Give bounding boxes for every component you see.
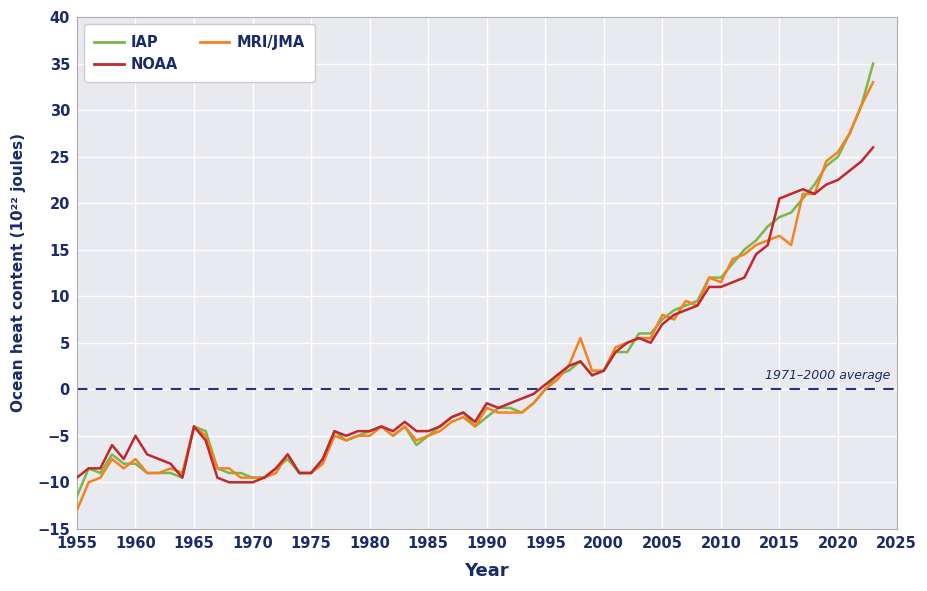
NOAA: [71, 474, 83, 481]
IAP: [867, 60, 878, 67]
Text: 1971–2000 average: 1971–2000 average: [765, 369, 890, 382]
IAP: [223, 469, 235, 476]
Legend: IAP, NOAA, MRI/JMA: IAP, NOAA, MRI/JMA: [84, 24, 314, 82]
NOAA: [130, 432, 141, 439]
MRI/JMA: [71, 506, 83, 514]
MRI/JMA: [340, 437, 351, 444]
Line: NOAA: NOAA: [77, 147, 872, 482]
NOAA: [867, 144, 878, 151]
IAP: [340, 437, 351, 444]
IAP: [176, 474, 187, 481]
MRI/JMA: [176, 469, 187, 476]
IAP: [71, 493, 83, 500]
IAP: [130, 460, 141, 467]
NOAA: [855, 158, 866, 165]
IAP: [527, 400, 539, 407]
NOAA: [223, 479, 235, 486]
Line: MRI/JMA: MRI/JMA: [77, 82, 872, 510]
X-axis label: Year: Year: [464, 562, 509, 580]
MRI/JMA: [130, 456, 141, 463]
Y-axis label: Ocean heat content (10²² joules): Ocean heat content (10²² joules): [11, 134, 26, 413]
MRI/JMA: [527, 400, 539, 407]
IAP: [328, 428, 339, 435]
NOAA: [540, 381, 551, 388]
NOAA: [340, 432, 351, 439]
NOAA: [235, 479, 247, 486]
MRI/JMA: [328, 432, 339, 439]
Line: IAP: IAP: [77, 64, 872, 496]
NOAA: [352, 428, 363, 435]
MRI/JMA: [867, 79, 878, 86]
MRI/JMA: [223, 465, 235, 472]
